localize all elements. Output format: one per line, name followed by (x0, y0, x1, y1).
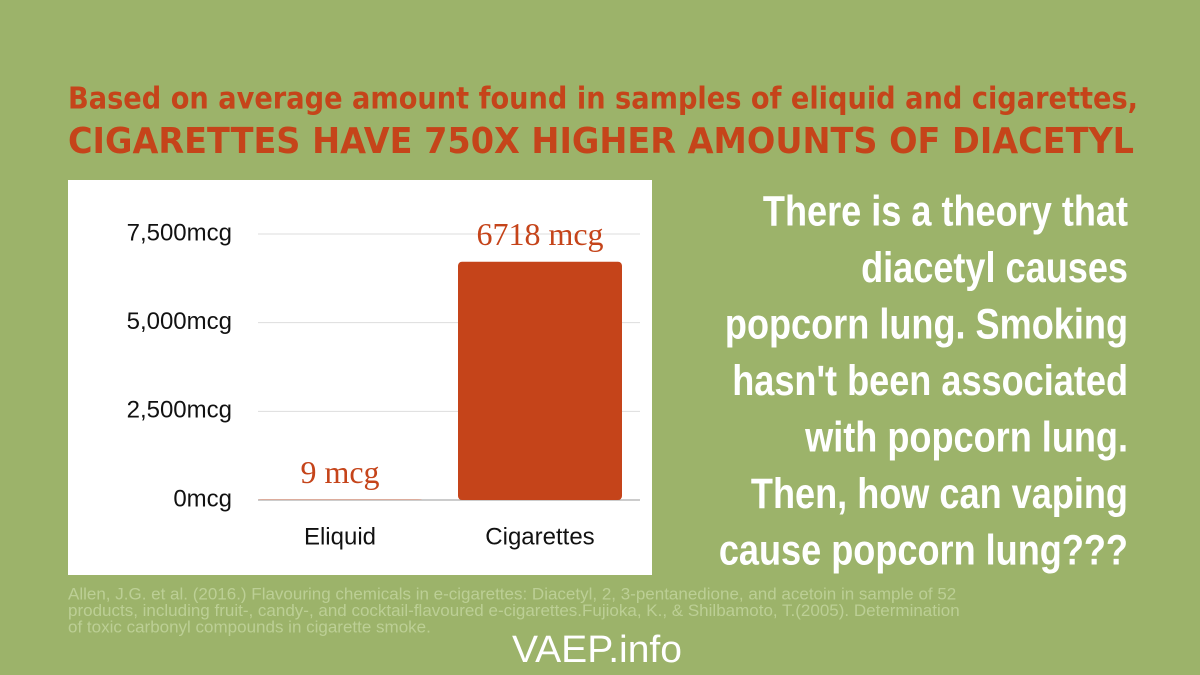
annotation-line: popcorn lung. Smoking (725, 300, 1128, 348)
bar (458, 261, 622, 500)
x-tick-label: Eliquid (304, 523, 376, 550)
y-tick-label: 5,000mcg (127, 308, 232, 335)
source-line: Allen, J.G. et al. (2016.) Flavouring ch… (68, 584, 956, 603)
annotation-line: hasn't been associated (732, 357, 1128, 405)
value-label: 6718 mcg (476, 216, 603, 252)
logo: VAEP.info (512, 629, 682, 671)
chart-subtitle: CIGARETTES HAVE 750X HIGHER AMOUNTS OF D… (68, 121, 1134, 162)
y-tick-label: 7,500mcg (127, 219, 232, 246)
value-label: 9 mcg (300, 454, 379, 490)
annotation: There is a theory that diacetyl causes pop… (719, 187, 1128, 574)
annotation-line: diacetyl causes (861, 244, 1128, 292)
annotation-line: Then, how can vaping (751, 470, 1128, 518)
y-tick-label: 0mcg (173, 485, 232, 512)
plot: 0mcg 2,500mcg 5,000mcg 7,500mcg Eliquid 9 mcg… (127, 216, 640, 550)
y-tick-label: 2,500mcg (127, 397, 232, 424)
x-tick-label: Cigarettes (485, 523, 594, 550)
annotation-line: cause popcorn lung??? (719, 526, 1128, 574)
chart-title: Based on average amount found in samples… (68, 82, 1138, 117)
annotation-line: There is a theory that (763, 187, 1128, 235)
source: Allen, J.G. et al. (2016.) Flavouring ch… (68, 584, 960, 636)
source-line: products, including fruit-, candy-, and … (68, 601, 960, 620)
annotation-line: with popcorn lung. (804, 413, 1128, 461)
source-line: of toxic carbonyl compounds in cigarette… (68, 617, 431, 636)
